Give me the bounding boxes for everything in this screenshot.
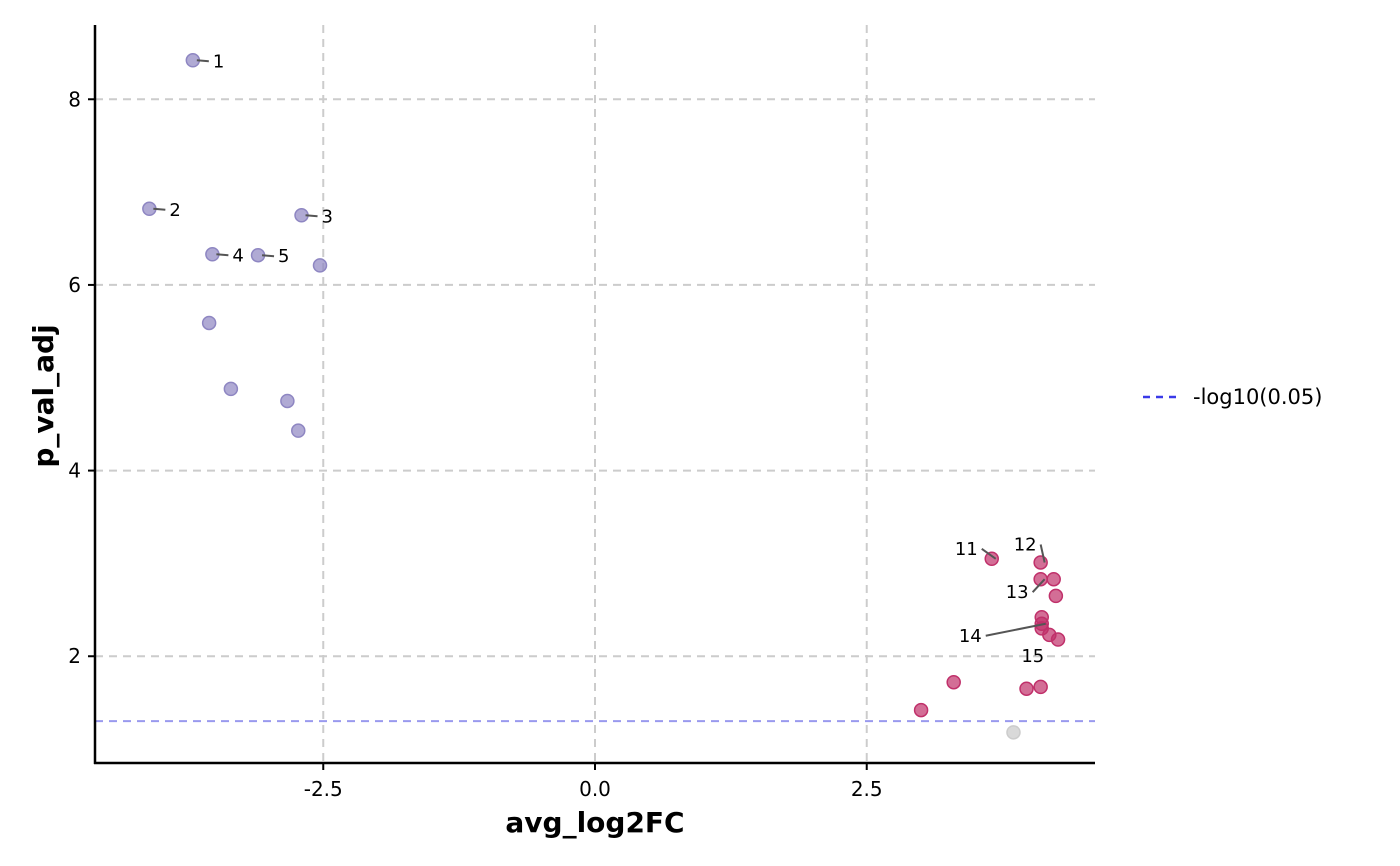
point-24	[913, 702, 929, 718]
y-tick-label-3: 8	[68, 87, 81, 111]
point-12	[1033, 555, 1048, 570]
x-tick-label-1: 0.0	[579, 777, 611, 801]
point-21	[946, 674, 961, 690]
x-tick-label-2: 2.5	[851, 777, 883, 801]
label-leader-14	[985, 622, 1046, 637]
ticks: -2.5 0.0 2.5 2 4 6 8	[68, 87, 882, 801]
point-25	[1006, 725, 1021, 740]
point-23	[1019, 681, 1034, 696]
legend: -log10(0.05)	[1143, 385, 1322, 409]
label-leader-13	[1031, 578, 1046, 593]
y-axis-title: p_val_adj	[27, 324, 60, 467]
label-leader-1	[196, 59, 209, 63]
point-label-2: 2	[169, 200, 180, 221]
point-label-11: 11	[955, 539, 978, 560]
label-leader-5	[261, 254, 275, 258]
point-14	[1046, 571, 1061, 587]
label-leader-2	[153, 207, 166, 211]
x-axis-title: avg_log2FC	[505, 806, 684, 839]
x-tick-label-0: -2.5	[304, 777, 343, 801]
point-10	[291, 423, 306, 438]
point-label-1: 1	[213, 51, 224, 72]
point-label-13: 13	[1006, 582, 1029, 603]
point-6	[312, 258, 328, 273]
point-9	[280, 393, 295, 409]
point-label-15: 15	[1021, 646, 1044, 667]
point-11	[984, 551, 999, 567]
point-15	[1048, 588, 1064, 604]
grid-lines	[95, 25, 1095, 763]
y-tick-label-2: 6	[68, 273, 81, 297]
label-leader-11	[981, 547, 997, 560]
y-tick-label-1: 4	[68, 459, 81, 483]
legend-label-threshold: -log10(0.05)	[1193, 385, 1322, 409]
point-label-12: 12	[1014, 534, 1037, 555]
point-label-4: 4	[232, 245, 243, 266]
point-label-3: 3	[322, 206, 333, 227]
label-leader-12	[1039, 544, 1046, 563]
point-label-14: 14	[959, 626, 982, 647]
label-leader-3	[305, 214, 318, 218]
point-label-5: 5	[278, 246, 289, 267]
data-points	[142, 53, 1066, 740]
point-20	[1050, 632, 1066, 647]
label-leader-4	[216, 253, 229, 257]
point-22	[1033, 679, 1048, 695]
y-tick-label-0: 2	[68, 644, 81, 668]
point-7	[201, 315, 217, 331]
point-8	[223, 381, 239, 397]
